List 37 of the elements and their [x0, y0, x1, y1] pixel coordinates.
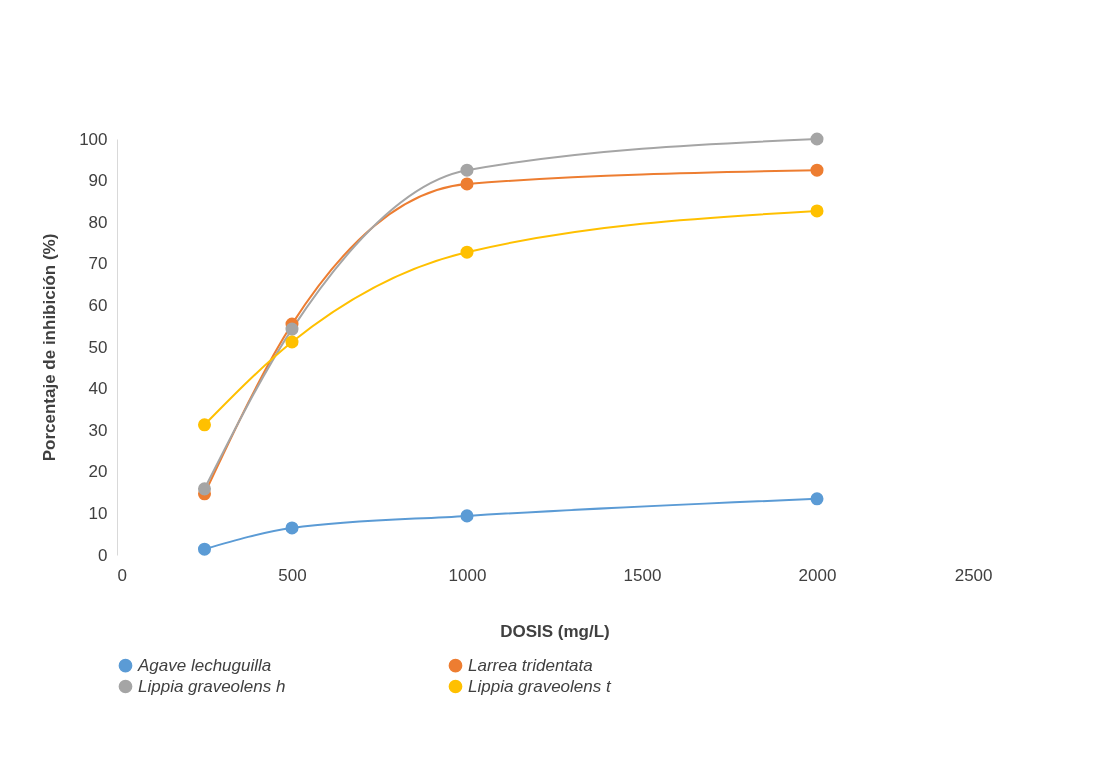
point	[810, 163, 824, 177]
point	[810, 492, 824, 506]
y-tick-label: 100	[79, 129, 108, 149]
point	[460, 509, 474, 523]
y-tick-label: 90	[88, 171, 108, 191]
x-tick-label: 500	[278, 565, 307, 585]
point	[285, 521, 299, 535]
y-tick-label: 20	[88, 462, 108, 482]
point	[197, 542, 212, 556]
x-tick-label: 1500	[623, 565, 662, 585]
point	[197, 482, 212, 496]
y-tick-label: 0	[98, 545, 108, 565]
point	[810, 132, 824, 146]
y-tick-label: 40	[88, 379, 108, 399]
point	[197, 418, 212, 432]
point	[460, 163, 474, 177]
y-axis-title: Porcentaje de inhibición (%)	[40, 233, 60, 462]
legend-label: Lippia graveolens t	[468, 676, 612, 696]
y-tick-label: 50	[88, 337, 108, 357]
point	[285, 322, 299, 336]
x-tick-label: 2000	[798, 565, 837, 585]
y-tick-label: 30	[88, 420, 108, 440]
point	[810, 204, 824, 218]
y-tick-label: 10	[88, 503, 108, 523]
y-tick-label: 70	[88, 254, 108, 274]
point	[285, 335, 299, 349]
x-tick-label: 0	[117, 565, 127, 585]
x-tick-label: 2500	[954, 565, 993, 585]
x-tick-label: 1000	[448, 565, 487, 585]
legend-label: Larrea tridentata	[468, 655, 593, 675]
y-tick-label: 80	[88, 212, 108, 232]
y-tick-label: 60	[88, 295, 108, 315]
legend-label: Lippia graveolens h	[138, 676, 286, 696]
x-axis-title: DOSIS (mg/L)	[500, 621, 610, 641]
point	[460, 177, 474, 191]
legend-label: Agave lechuguilla	[137, 655, 272, 675]
point	[460, 245, 474, 259]
